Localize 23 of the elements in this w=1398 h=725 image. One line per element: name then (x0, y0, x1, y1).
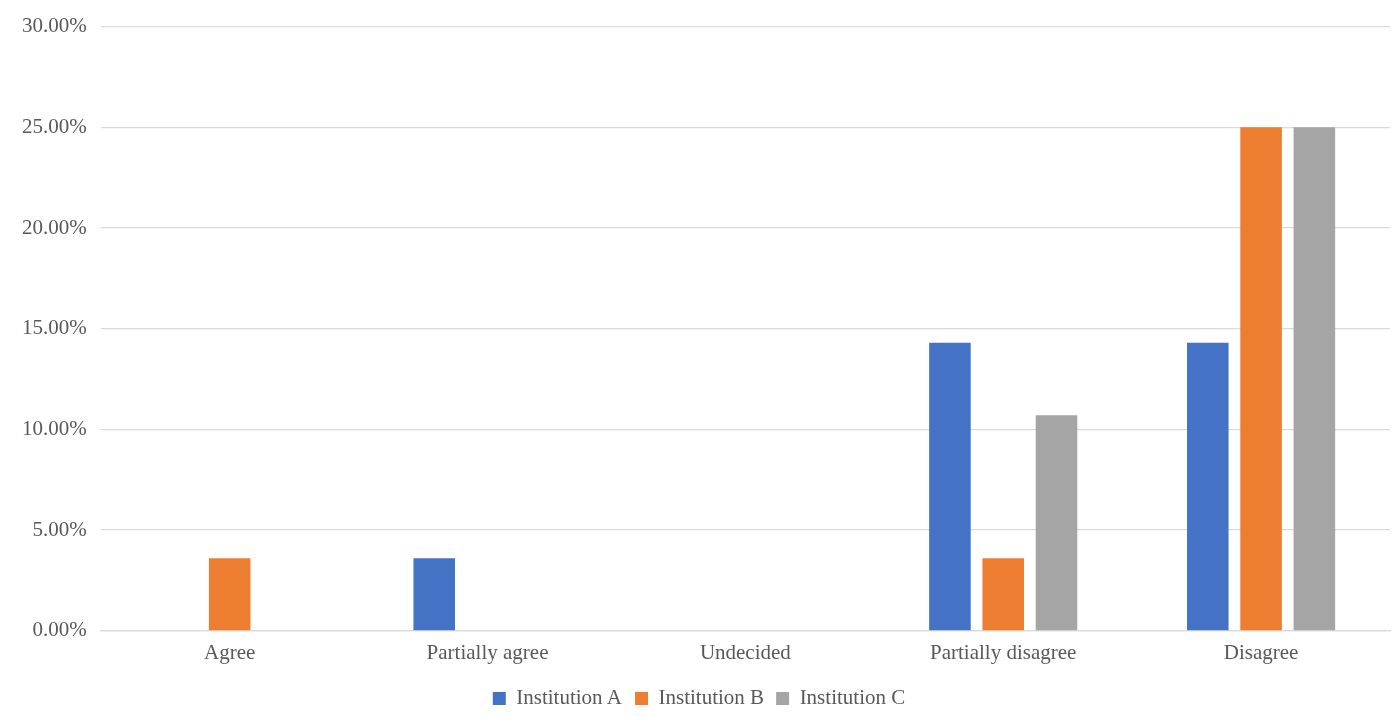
x-tick-label: Undecided (699, 639, 792, 664)
y-tick-label: 5.00% (32, 516, 87, 541)
legend-label: Institution C (799, 685, 906, 710)
bar (929, 342, 971, 631)
bar (1187, 342, 1229, 631)
bar (1240, 127, 1282, 631)
y-tick-label: 0.00% (32, 617, 87, 642)
bar (208, 558, 251, 631)
x-tick-label: Partially agree (426, 639, 549, 664)
bar (413, 558, 456, 631)
x-tick-label: Partially disagree (930, 639, 1077, 664)
bar (1035, 415, 1078, 631)
y-tick-label: 25.00% (21, 113, 87, 138)
x-tick-label: Disagree (1223, 639, 1299, 664)
y-tick-label: 20.00% (21, 214, 87, 239)
legend-label: Institution A (516, 685, 623, 710)
y-tick-label: 30.00% (21, 13, 87, 38)
y-tick-label: 10.00% (21, 415, 87, 440)
x-tick-label: Agree (204, 639, 256, 664)
y-tick-label: 15.00% (21, 315, 87, 340)
legend-label: Institution B (658, 685, 765, 710)
bar (982, 558, 1025, 631)
bar (1293, 127, 1336, 631)
